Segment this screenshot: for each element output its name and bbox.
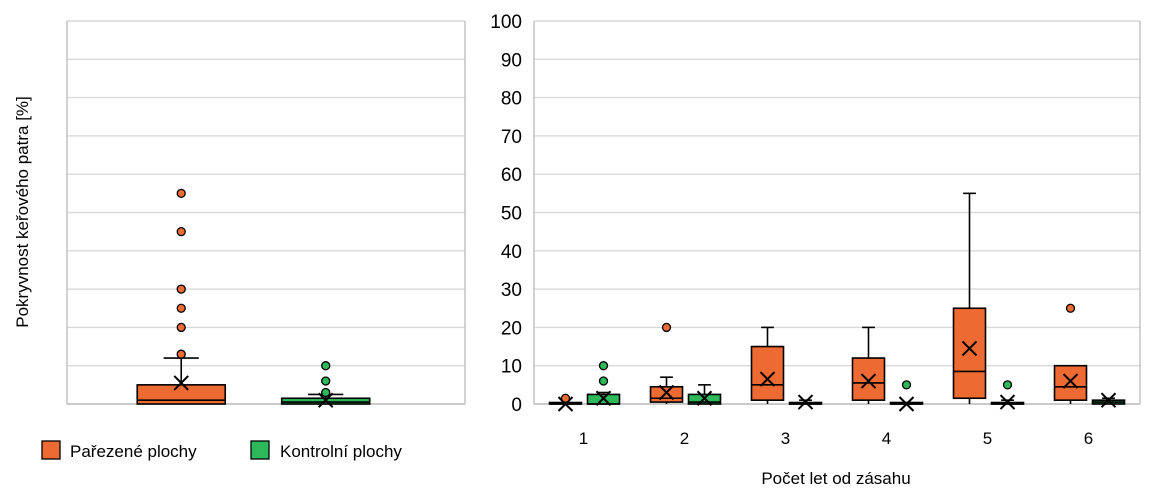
yearly-boxplot-panel: 0 10 20 30 40 50 60 70 80 90 100 1 2 3 4 5 6 xyxy=(490,12,1141,448)
year-6-kontrolni-mean-marker xyxy=(1100,392,1117,408)
overall-parezene-outlier-4 xyxy=(176,284,186,294)
y-tick-label-60: 60 xyxy=(501,165,522,186)
x-tick-label-5: 5 xyxy=(983,429,992,448)
year-3-parezene-box xyxy=(750,345,785,401)
year-2-parezene-mean-marker xyxy=(658,384,675,401)
year-6-parezene-outlier-1 xyxy=(1065,303,1076,313)
year-4-kontrolni-outlier-1 xyxy=(901,380,912,390)
legend-swatch-parezene xyxy=(41,440,61,460)
legend: Pařezené plochy Kontrolní plochy xyxy=(41,440,402,461)
y-tick-label-0: 0 xyxy=(511,395,522,416)
year-4-parezene-mean-marker xyxy=(860,373,877,389)
overall-boxplot-panel xyxy=(66,20,466,408)
legend-label-parezene: Pařezené plochy xyxy=(70,442,197,461)
year-2-parezene-outlier-1 xyxy=(661,322,672,333)
x-tick-label-2: 2 xyxy=(680,429,689,448)
y-tick-label-100: 100 xyxy=(490,12,522,33)
y-tick-label-10: 10 xyxy=(501,357,522,378)
overall-parezene-outlier-5 xyxy=(176,226,186,237)
x-tick-label-4: 4 xyxy=(882,429,891,448)
x-axis-title: Počet let od zásahu xyxy=(761,469,910,488)
year-1-parezene-mean-marker xyxy=(557,396,574,412)
overall-parezene-outlier-3 xyxy=(176,303,186,313)
overall-parezene-box xyxy=(136,384,227,405)
legend-swatch-kontrolni xyxy=(250,440,270,460)
year-4-kontrolni-mean-marker xyxy=(898,396,915,412)
y-tick-label-40: 40 xyxy=(501,242,522,263)
legend-label-kontrolni: Kontrolní plochy xyxy=(280,442,402,461)
year-1-kontrolni-mean-marker xyxy=(595,390,612,406)
overall-parezene-outlier-1 xyxy=(176,349,186,359)
y-tick-label-30: 30 xyxy=(501,280,522,301)
year-6-parezene-mean-marker xyxy=(1062,373,1079,389)
x-tick-label-3: 3 xyxy=(781,429,790,448)
year-1-kontrolni-outlier-1 xyxy=(598,376,609,386)
overall-kontrolni-outlier-2 xyxy=(321,376,331,386)
year-2-kontrolni-mean-marker xyxy=(696,390,713,406)
y-tick-label-80: 80 xyxy=(501,89,522,110)
overall-parezene-outlier-6 xyxy=(176,188,186,199)
year-4-parezene-box xyxy=(851,357,886,401)
overall-kontrolni-mean-marker xyxy=(317,392,334,408)
year-5-parezene-mean-marker xyxy=(961,340,978,357)
year-5-parezene-box xyxy=(952,307,987,400)
overall-parezene-mean-marker xyxy=(173,375,189,391)
y-tick-label-90: 90 xyxy=(501,50,522,71)
y-tick-label-20: 20 xyxy=(501,318,522,339)
year-6-parezene-box xyxy=(1053,364,1088,401)
year-5-kontrolni-outlier-1 xyxy=(1002,380,1013,390)
y-tick-label-70: 70 xyxy=(501,127,522,148)
y-axis-title: Pokryvnost keřového patra [%] xyxy=(13,96,32,328)
year-1-parezene-outlier-1 xyxy=(560,393,571,403)
x-tick-label-1: 1 xyxy=(579,429,588,448)
x-tick-label-6: 6 xyxy=(1084,429,1093,448)
year-3-kontrolni-mean-marker xyxy=(797,394,814,410)
overall-kontrolni-outlier-1 xyxy=(321,387,331,398)
year-2-parezene-box xyxy=(649,385,684,403)
overall-kontrolni-outlier-3 xyxy=(321,361,331,371)
year-3-parezene-mean-marker xyxy=(759,371,776,387)
overall-parezene-outlier-2 xyxy=(176,322,186,333)
year-5-kontrolni-mean-marker xyxy=(999,394,1016,410)
year-1-kontrolni-outlier-2 xyxy=(598,361,609,371)
y-tick-label-50: 50 xyxy=(501,204,522,225)
